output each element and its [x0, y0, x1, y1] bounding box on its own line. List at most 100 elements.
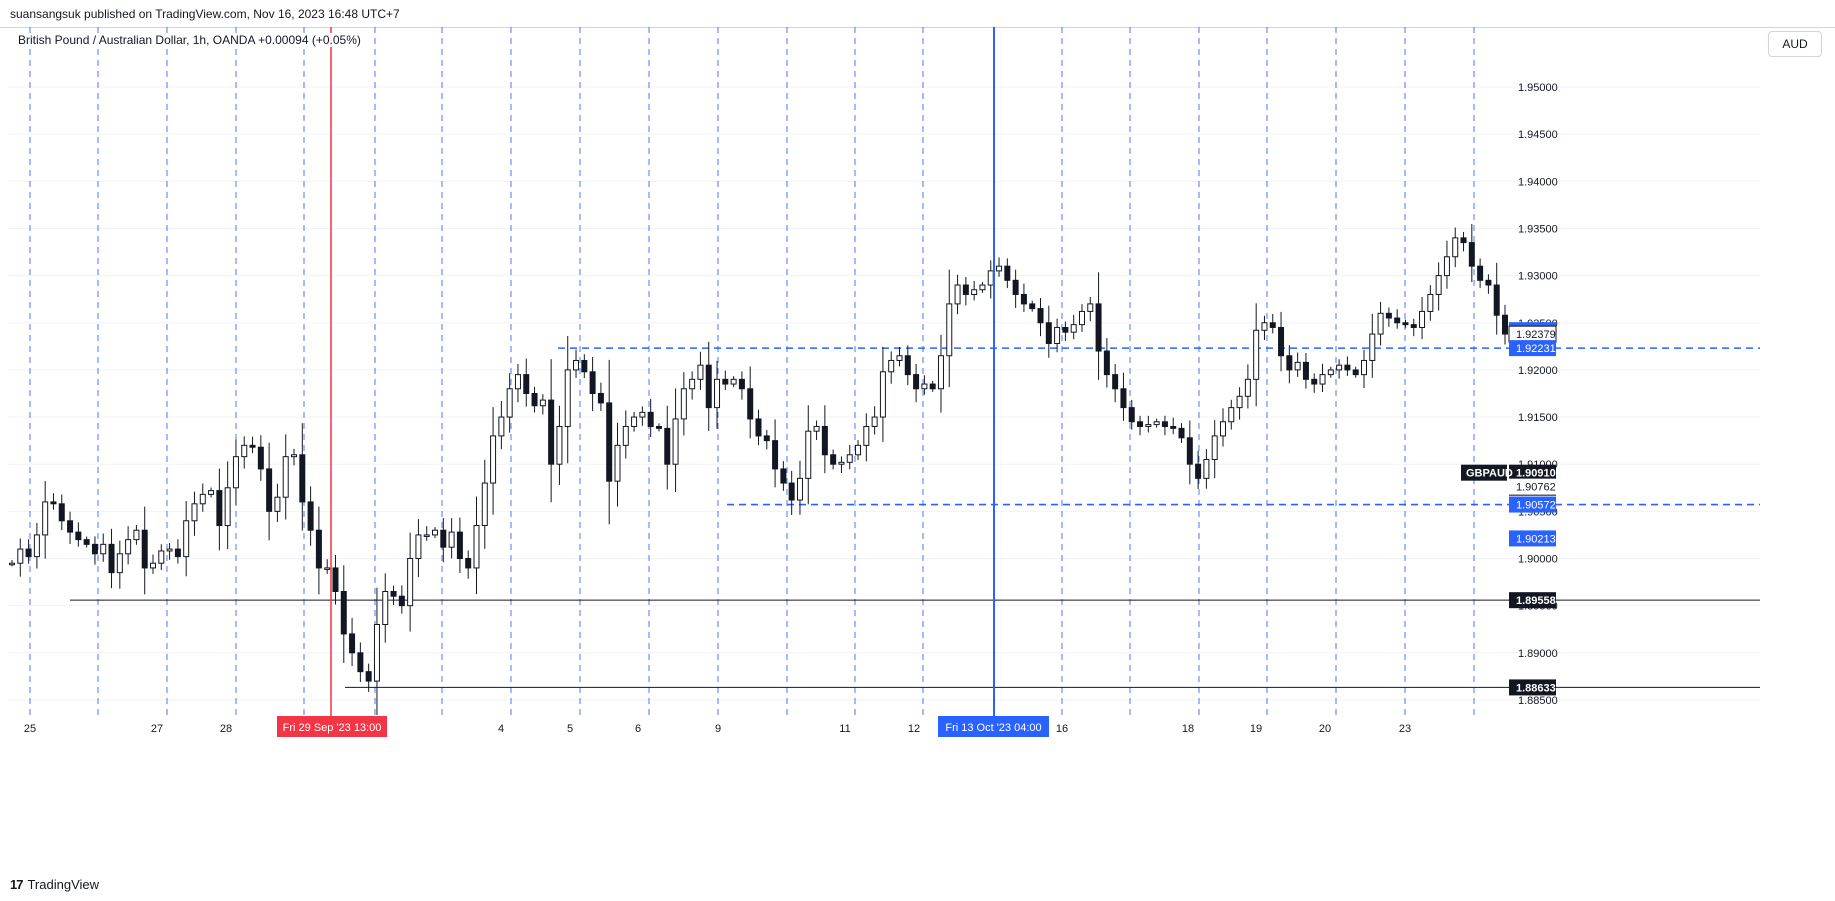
- candle-body: [349, 633, 356, 654]
- candle-body: [282, 456, 289, 498]
- symbol-tag-text: GBPAUD: [1466, 468, 1513, 480]
- candle-body: [1261, 322, 1268, 331]
- candle-body: [805, 430, 812, 479]
- price-label-text: 1.88633: [1516, 682, 1556, 694]
- candle-body: [299, 454, 306, 503]
- candle-body: [539, 399, 546, 407]
- candle-body: [1402, 322, 1409, 326]
- candle-body: [672, 418, 679, 465]
- candle-body: [291, 454, 298, 458]
- candle-body: [730, 378, 737, 385]
- candle-body: [75, 531, 82, 541]
- candle-body: [232, 456, 239, 489]
- candle-body: [257, 446, 264, 470]
- currency-button[interactable]: AUD: [1768, 31, 1822, 57]
- candle-body: [382, 591, 389, 626]
- time-marker-label[interactable]: Fri 29 Sep '23 13:00: [277, 716, 387, 737]
- price-label: 1.90762: [1509, 478, 1556, 495]
- price-label: 1.92379: [1508, 325, 1557, 343]
- y-tick-label: 1.90000: [1518, 554, 1558, 566]
- candle-body: [1145, 424, 1152, 427]
- candle-body: [58, 503, 65, 522]
- price-label-bg: [1509, 592, 1556, 609]
- candle-body: [373, 624, 380, 682]
- candle-body: [199, 493, 206, 505]
- candle-body: [216, 490, 223, 526]
- candle-body: [1203, 458, 1210, 479]
- candle-body: [971, 289, 978, 295]
- y-tick-label: 1.95000: [1518, 82, 1558, 94]
- time-axis: 25 27 28 4 5 6 9 11 12 16 18 19 20 23 Fri 29 Sep '23 1…: [24, 716, 1411, 737]
- candle-body: [647, 411, 654, 427]
- candle-body: [1269, 322, 1276, 328]
- price-label: 1.89558: [1509, 592, 1556, 609]
- candle-body: [42, 501, 49, 536]
- candle-body: [1161, 421, 1168, 427]
- candle-body: [581, 359, 588, 373]
- candle-body: [680, 388, 687, 420]
- candle-body: [91, 543, 98, 555]
- x-tick-label: 6: [635, 723, 641, 735]
- candle-body: [821, 425, 828, 456]
- candle-body: [432, 529, 439, 536]
- symbol-title: British Pound / Australian Dollar, 1h, O…: [16, 33, 363, 47]
- candle-body: [490, 435, 497, 484]
- candle-body: [1054, 326, 1061, 344]
- candle-body: [755, 418, 762, 437]
- tradingview-logo[interactable]: 17 TradingView: [10, 877, 99, 892]
- candle-body: [514, 374, 521, 390]
- candle-body: [1037, 308, 1044, 324]
- candle-body: [863, 425, 870, 446]
- candle-body: [100, 543, 107, 555]
- candle-body: [1228, 407, 1235, 423]
- candle-body: [1319, 374, 1326, 385]
- price-labels: 1.924211.923791.922311.90910GBPAUD11:571…: [1461, 322, 1557, 696]
- y-tick-label: 1.91500: [1518, 412, 1558, 424]
- candle-body: [266, 468, 273, 512]
- candle-body: [1427, 293, 1434, 312]
- candle-body: [705, 364, 712, 409]
- candle-body: [904, 355, 911, 376]
- candle-body: [50, 501, 57, 505]
- x-tick-label: 16: [1056, 723, 1068, 735]
- time-marker-label[interactable]: Fri 13 Oct '23 04:00: [938, 716, 1049, 737]
- candle-body: [631, 416, 638, 427]
- candle-body: [1352, 369, 1359, 376]
- candle-body: [896, 355, 903, 361]
- candle-body: [1137, 421, 1144, 427]
- candle-body: [855, 444, 862, 456]
- candle-body: [191, 503, 198, 522]
- candle-body: [763, 435, 770, 442]
- candle-body: [1311, 378, 1318, 385]
- candle-body: [183, 520, 190, 558]
- candle-body: [407, 558, 414, 607]
- candle-body: [838, 461, 845, 465]
- candle-body: [1219, 421, 1226, 437]
- price-label-text: 1.90213: [1516, 533, 1556, 545]
- candle-body: [556, 425, 563, 465]
- grid: [8, 86, 1760, 701]
- candle-body: [888, 359, 895, 373]
- price-label-text: 1.90910: [1516, 468, 1556, 480]
- candle-body: [614, 444, 621, 482]
- candle-body: [954, 284, 961, 305]
- candle-body: [1294, 361, 1301, 371]
- candle-body: [1211, 435, 1218, 460]
- candle-body: [1070, 324, 1077, 333]
- candle-body: [116, 553, 123, 574]
- candle-body: [67, 520, 74, 533]
- candle-body: [1170, 425, 1177, 429]
- candle-body: [1360, 359, 1367, 376]
- candle-body: [440, 529, 447, 548]
- time-marker-text: Fri 13 Oct '23 04:00: [945, 722, 1041, 734]
- chart-canvas[interactable]: 1.950001.945001.940001.935001.930001.925…: [0, 27, 1835, 873]
- x-tick-label: 19: [1250, 723, 1262, 735]
- candle-body: [1153, 421, 1160, 426]
- candle-body: [315, 529, 322, 569]
- candle-body: [830, 454, 837, 465]
- chart-frame[interactable]: [0, 27, 1835, 874]
- candle-body: [871, 416, 878, 427]
- candle-body: [1128, 407, 1135, 423]
- candle-body: [340, 591, 347, 635]
- candle-body: [1394, 317, 1401, 324]
